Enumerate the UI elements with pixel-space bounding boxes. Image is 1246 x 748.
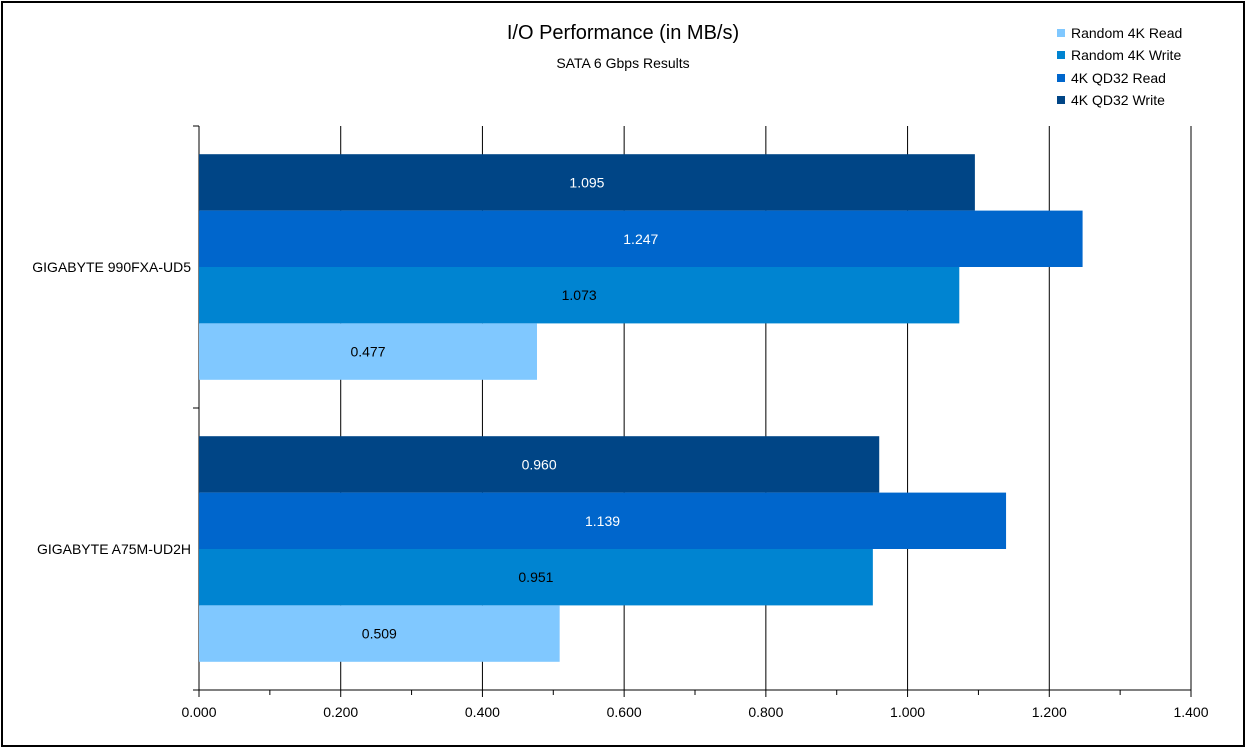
legend-label: 4K QD32 Write [1071, 92, 1165, 109]
x-tick-label: 1.200 [1032, 704, 1067, 720]
bar [199, 549, 873, 606]
legend-item: Random 4K Read [1057, 22, 1182, 44]
legend-swatch [1057, 29, 1065, 38]
data-label: 1.247 [623, 231, 658, 247]
chart-legend: Random 4K Read Random 4K Write 4K QD32 Rea… [1057, 22, 1182, 111]
x-tick-label: 0.000 [181, 704, 216, 720]
x-tick-label: 0.200 [323, 704, 358, 720]
data-label: 1.139 [585, 513, 620, 529]
bar [199, 267, 960, 324]
data-label: 0.951 [518, 569, 553, 585]
data-label: 0.509 [362, 626, 397, 642]
legend-item: Random 4K Write [1057, 44, 1182, 66]
x-tick-label: 0.600 [607, 704, 642, 720]
bar [199, 154, 975, 211]
x-tick-label: 0.400 [465, 704, 500, 720]
x-tick-label: 1.000 [890, 704, 925, 720]
legend-label: Random 4K Read [1071, 25, 1183, 42]
chart-title: I/O Performance (in MB/s) [506, 22, 740, 44]
legend-item: 4K QD32 Write [1057, 89, 1182, 111]
legend-swatch [1057, 51, 1065, 60]
legend-item: 4K QD32 Read [1057, 67, 1182, 89]
bar [199, 436, 880, 493]
x-tick-label: 1.400 [1173, 704, 1208, 720]
category-label: GIGABYTE A75M-UD2H [37, 541, 191, 557]
bar [199, 210, 1083, 267]
legend-swatch [1057, 96, 1065, 105]
bar [199, 323, 537, 380]
data-label: 1.073 [562, 287, 597, 303]
legend-swatch [1057, 73, 1065, 82]
x-tick-label: 0.800 [748, 704, 783, 720]
legend-label: Random 4K Write [1071, 47, 1182, 64]
data-label: 0.477 [350, 344, 385, 360]
category-label: GIGABYTE 990FXA-UD5 [32, 259, 191, 275]
data-label: 0.960 [522, 456, 557, 472]
bar [199, 492, 1007, 549]
bar [199, 605, 560, 662]
chart-subtitle: SATA 6 Gbps Results [556, 55, 690, 71]
data-label: 1.095 [569, 174, 604, 190]
legend-label: 4K QD32 Read [1071, 69, 1166, 86]
